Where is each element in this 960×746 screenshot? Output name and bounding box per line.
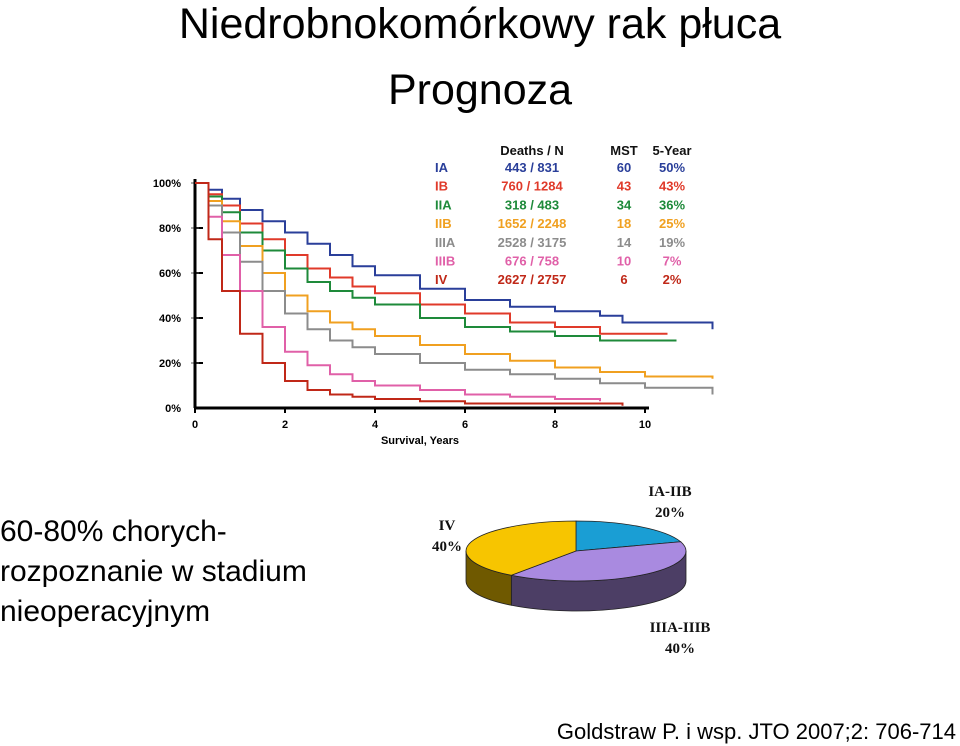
bullet-line: 60-80% chorych- — [0, 515, 227, 548]
x-tick-label: 4 — [372, 419, 379, 431]
legend-stage-label: IB — [435, 179, 448, 194]
legend-deaths-value: 676 / 758 — [505, 254, 559, 269]
survival-chart-axes — [193, 179, 649, 413]
survival-chart: 0% 20% 40% 60% 80% 100% 0 2 4 6 8 10 Deaths / N MST 5… — [153, 143, 714, 447]
legend-stage-label: IA — [435, 160, 449, 175]
pie-top — [465, 520, 687, 582]
series-line-ia — [195, 182, 714, 330]
pie-label-value: 20% — [655, 505, 685, 521]
y-tick-label: 0% — [165, 403, 181, 415]
pie-label-ia-iib: IA-IIB 20% — [632, 482, 708, 524]
legend-5-year-value: 2% — [663, 272, 682, 287]
slide-subtitle: Prognoza — [387, 66, 573, 114]
x-tick-label: 10 — [639, 419, 651, 431]
x-tick-label: 0 — [192, 419, 198, 431]
slide-title: Niedrobnokomórkowy rak płuca — [178, 0, 782, 48]
pie-slice-iiia-iiib — [509, 541, 687, 582]
y-tick-label: 60% — [159, 268, 181, 280]
legend-mst-value: 18 — [617, 216, 631, 231]
legend-header-5-year: 5-Year — [652, 143, 691, 158]
bullet-line: nieoperacyjnym — [0, 595, 211, 628]
pie-label-iiia-iiib: IIIA-IIIB 40% — [630, 618, 730, 660]
series-line-iiib — [195, 182, 601, 402]
legend-header-deaths: Deaths / N — [500, 143, 564, 158]
pie-label-value: 40% — [432, 539, 462, 555]
legend-5-year-value: 36% — [659, 197, 685, 212]
x-tick-label: 6 — [462, 419, 468, 431]
series-line-iiia — [195, 182, 714, 395]
series-line-ib — [195, 182, 668, 335]
y-tick-label: 100% — [153, 178, 181, 190]
legend-mst-value: 6 — [620, 272, 627, 287]
pie-label-name: IIIA-IIIB — [649, 620, 711, 636]
pie-label-iv: IV 40% — [425, 516, 469, 558]
stage-pie-chart — [465, 520, 687, 612]
legend-deaths-value: 443 / 831 — [505, 160, 559, 175]
legend-stage-label: IIIA — [435, 235, 456, 250]
legend-deaths-value: 760 / 1284 — [501, 179, 563, 194]
survival-chart-lines — [195, 182, 714, 406]
survival-chart-legend: Deaths / N MST 5-Year IA 443 / 831 60 50% IB 760… — [435, 143, 692, 287]
legend-mst-value: 10 — [617, 254, 631, 269]
series-line-iv — [195, 182, 624, 406]
pie-slice-iv — [465, 520, 577, 576]
bullet-text: 60-80% chorych- rozpoznanie w stadium ni… — [0, 512, 400, 632]
legend-mst-value: 34 — [617, 197, 632, 212]
legend-mst-value: 43 — [617, 179, 631, 194]
y-tick-label: 40% — [159, 313, 181, 325]
legend-stage-label: IIB — [435, 216, 452, 231]
legend-deaths-value: 1652 / 2248 — [498, 216, 567, 231]
survival-chart-grid — [191, 182, 203, 364]
series-line-iib — [195, 182, 714, 379]
legend-stage-label: IIA — [435, 197, 452, 212]
legend-5-year-value: 50% — [659, 160, 685, 175]
pie-label-value: 40% — [665, 641, 695, 657]
legend-stage-label: IIIB — [435, 254, 455, 269]
x-tick-label: 2 — [282, 419, 288, 431]
legend-stage-label: IV — [435, 272, 448, 287]
legend-mst-value: 14 — [617, 235, 632, 250]
legend-5-year-value: 7% — [663, 254, 682, 269]
citation: Goldstraw P. i wsp. JTO 2007;2: 706-714 — [556, 719, 956, 744]
y-tick-label: 20% — [159, 358, 181, 370]
bullet-line: rozpoznanie w stadium — [0, 555, 307, 588]
pie-label-name: IV — [438, 518, 456, 534]
y-tick-label: 80% — [159, 223, 181, 235]
series-line-iia — [195, 182, 677, 342]
legend-deaths-value: 2528 / 3175 — [498, 235, 567, 250]
legend-deaths-value: 318 / 483 — [505, 197, 559, 212]
pie-slice-ia-iib — [575, 520, 682, 552]
x-axis-label: Survival, Years — [381, 435, 459, 447]
legend-5-year-value: 25% — [659, 216, 685, 231]
survival-chart-ticks: 0% 20% 40% 60% 80% 100% 0 2 4 6 8 10 — [153, 178, 651, 431]
pie-label-name: IA-IIB — [648, 484, 692, 500]
legend-header-mst: MST — [610, 143, 638, 158]
legend-5-year-value: 43% — [659, 179, 685, 194]
legend-deaths-value: 2627 / 2757 — [498, 272, 567, 287]
x-tick-label: 8 — [552, 419, 558, 431]
legend-mst-value: 60 — [617, 160, 631, 175]
legend-5-year-value: 19% — [659, 235, 685, 250]
